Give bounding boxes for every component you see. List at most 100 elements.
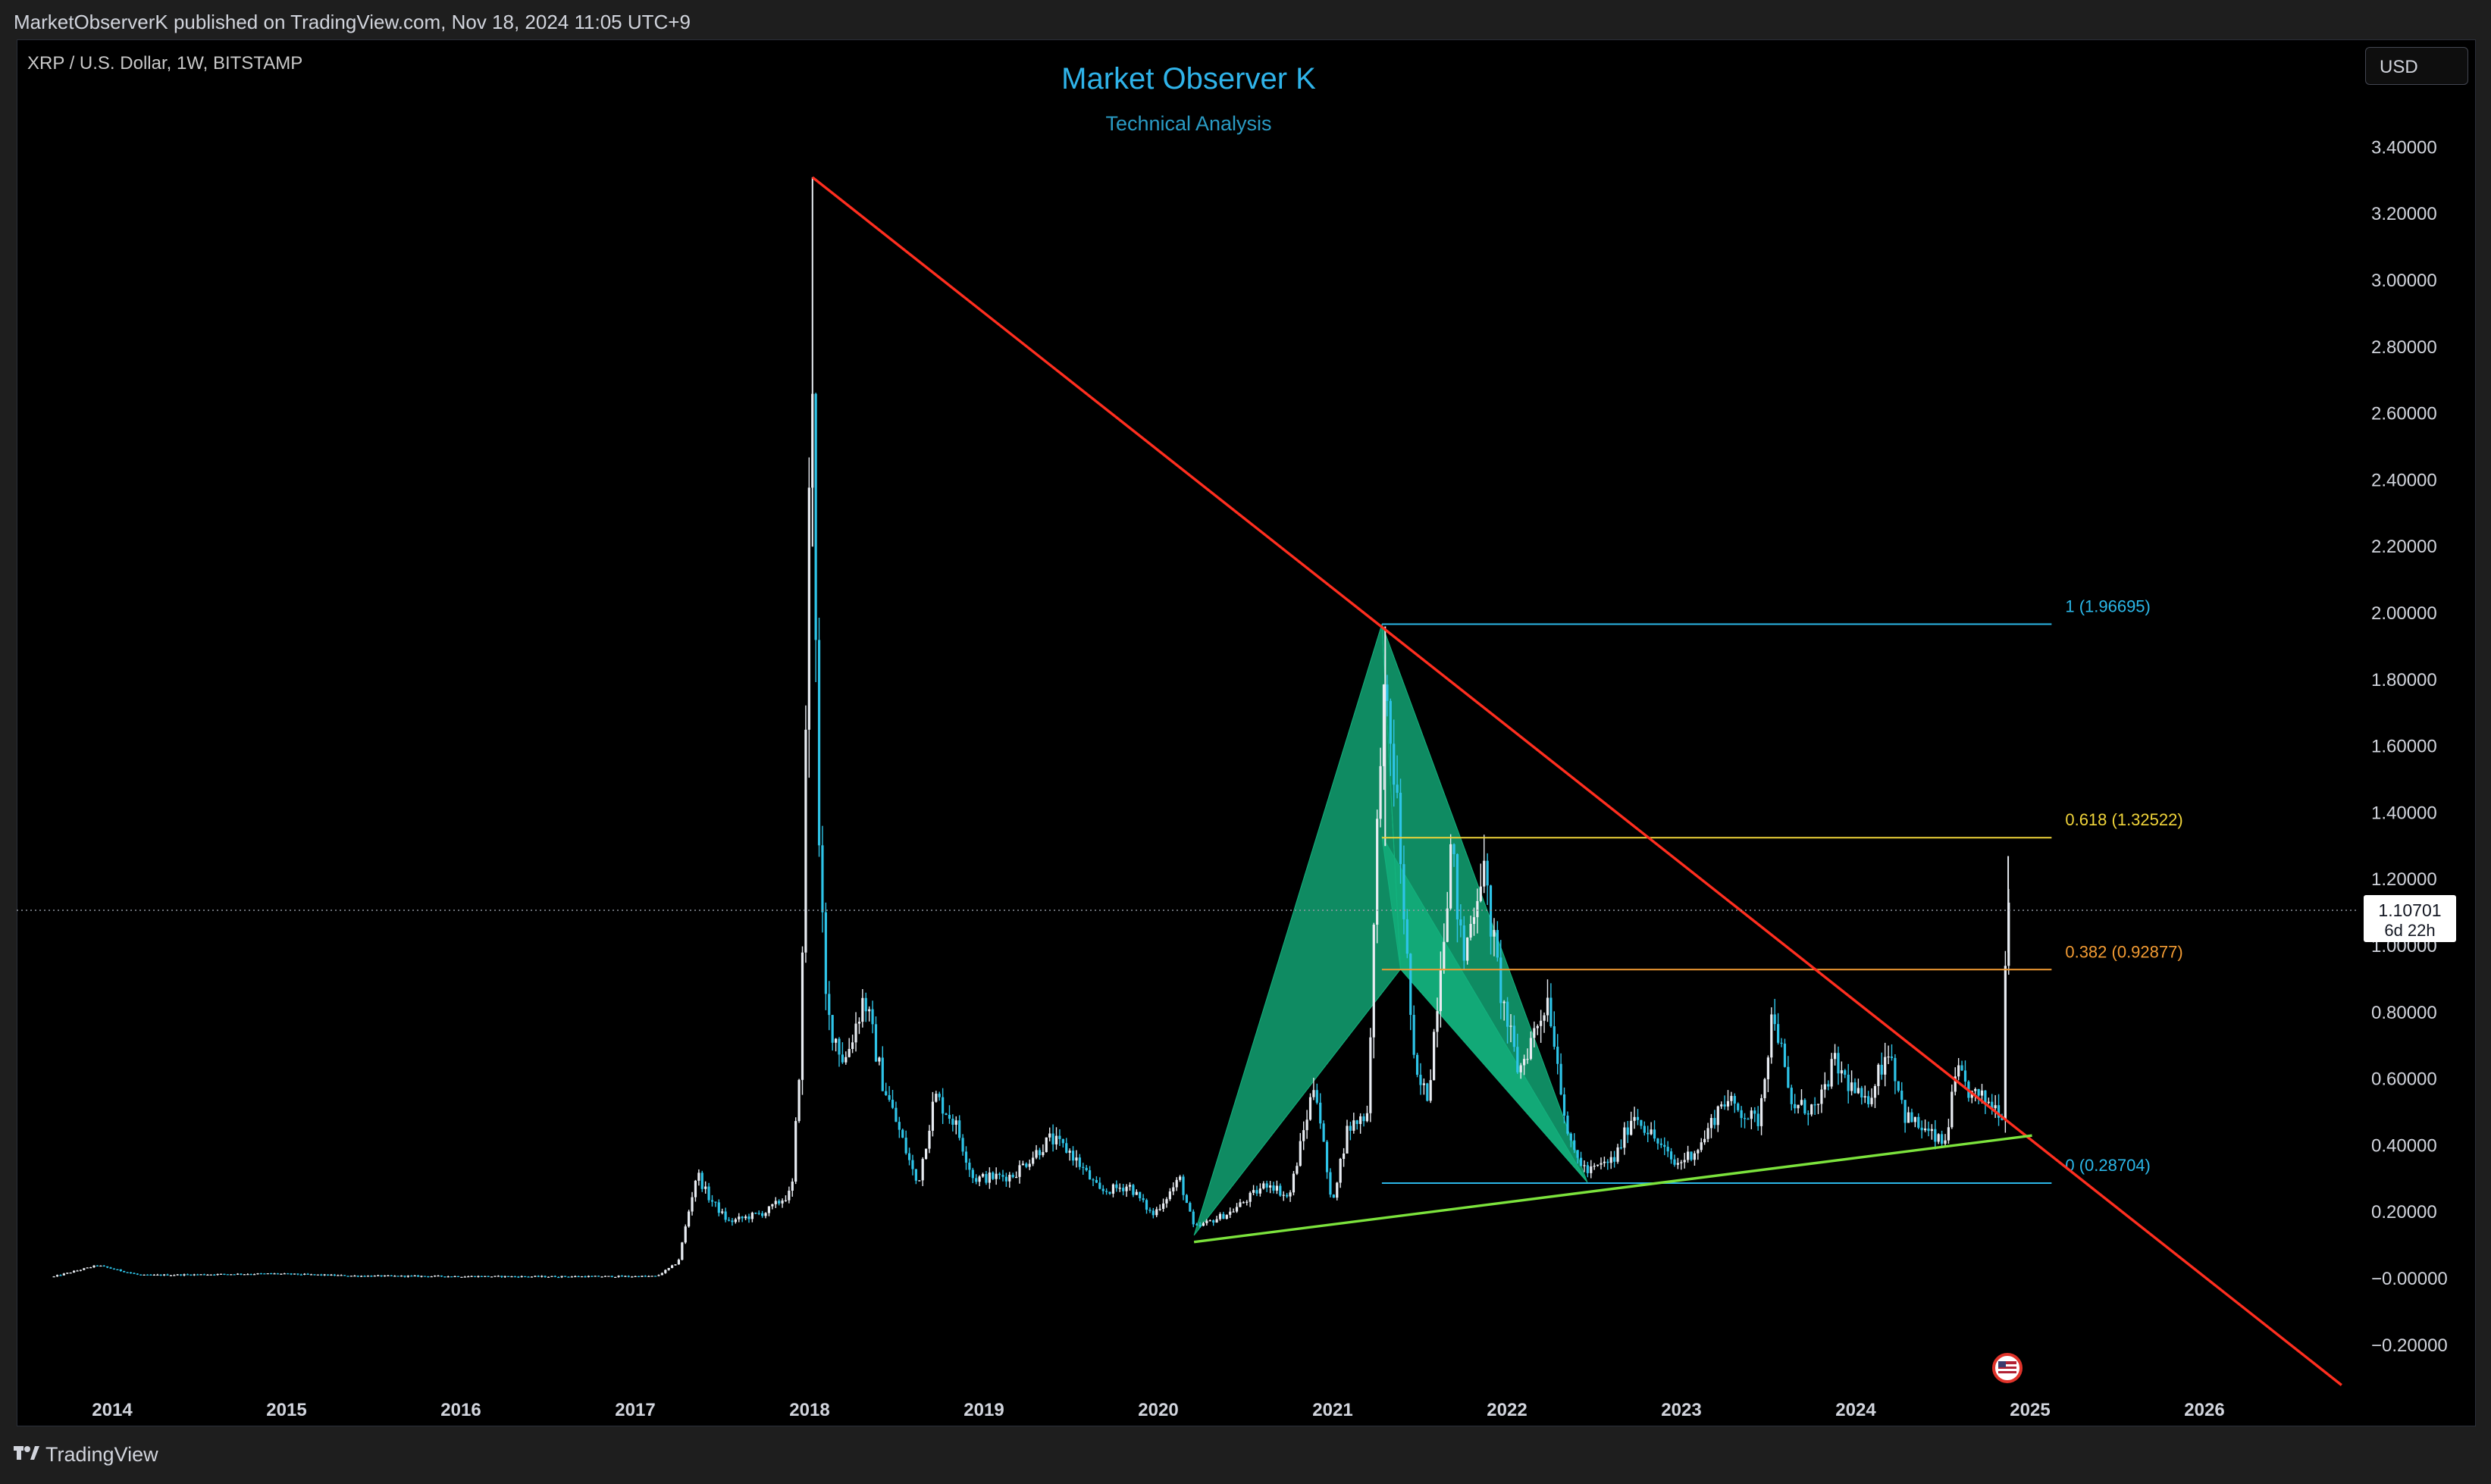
candle-body <box>1780 1042 1783 1044</box>
candle-body <box>456 1276 460 1278</box>
candle-body <box>1549 997 1553 1027</box>
candle-body <box>1579 1157 1583 1166</box>
candle-body <box>1308 1097 1312 1120</box>
candle-body <box>1493 930 1496 937</box>
chart-subtitle: Technical Analysis <box>1105 112 1272 135</box>
candle-body <box>276 1273 280 1275</box>
candle-body <box>1540 1020 1543 1026</box>
candle-body <box>1101 1188 1104 1191</box>
candle-body <box>530 1276 534 1278</box>
candle-body <box>1172 1187 1175 1191</box>
candle-body <box>727 1219 731 1221</box>
candle-body <box>1246 1201 1249 1203</box>
candle-body <box>1957 1065 1960 1077</box>
candle-body <box>1923 1129 1927 1131</box>
candle-body <box>1650 1129 1653 1135</box>
candle-body <box>1476 900 1479 918</box>
candle-body <box>1469 924 1472 938</box>
candle-body <box>1429 1080 1432 1101</box>
candle-body <box>86 1267 89 1269</box>
candle-body <box>1155 1209 1158 1216</box>
candle-body <box>1697 1150 1700 1154</box>
candle-body <box>1897 1081 1900 1091</box>
candle-body <box>62 1273 65 1276</box>
candle-body <box>1997 1105 2001 1118</box>
candle-body <box>714 1201 717 1203</box>
candle-body <box>1860 1088 1863 1097</box>
candle-body <box>1700 1142 1703 1151</box>
candle-body <box>1365 1113 1369 1122</box>
candle-body <box>1198 1225 1202 1226</box>
candle-body <box>540 1276 544 1277</box>
currency-button[interactable]: USD <box>2365 47 2468 85</box>
candle-body <box>2004 966 2007 1120</box>
candle-body <box>1773 1014 1776 1025</box>
us-flag-icon[interactable] <box>1992 1353 2023 1383</box>
candle-body <box>1870 1097 1873 1104</box>
candle-body <box>1873 1085 1877 1098</box>
candle-body <box>1279 1185 1282 1196</box>
candle-body <box>1205 1220 1208 1223</box>
candle-body <box>681 1242 684 1260</box>
candle-body <box>881 1057 884 1091</box>
candle-body <box>1058 1135 1061 1139</box>
candle-body <box>838 1038 841 1055</box>
candle-body <box>83 1268 86 1270</box>
candle-body <box>1663 1144 1666 1147</box>
candle-body <box>1386 684 1389 701</box>
candle-body <box>463 1276 466 1278</box>
candle-body <box>1088 1170 1092 1180</box>
candle-body <box>1810 1104 1813 1115</box>
candle-body <box>1977 1088 1980 1096</box>
candle-body <box>1299 1141 1302 1166</box>
downtrend-line[interactable] <box>811 176 2342 1386</box>
candle-body <box>403 1276 406 1277</box>
fib-level-label: 0 (0.28704) <box>2065 1156 2151 1175</box>
tradingview-logo-icon <box>14 1443 39 1467</box>
candle-body <box>854 1023 857 1043</box>
candle-body <box>1139 1191 1142 1198</box>
y-tick-label: 2.20000 <box>2371 537 2437 557</box>
candle-body <box>741 1216 744 1219</box>
candle-body <box>817 640 821 846</box>
candle-body <box>724 1211 727 1220</box>
candle-body <box>1282 1194 1285 1196</box>
candle-body <box>1640 1119 1643 1126</box>
chart-pane[interactable] <box>17 39 2476 1426</box>
candle-body <box>152 1274 155 1276</box>
candle-body <box>1753 1110 1756 1114</box>
candle-body <box>1553 1026 1556 1047</box>
y-tick-label: 1.60000 <box>2371 737 2437 757</box>
candle-body <box>1289 1192 1292 1197</box>
candle-body <box>287 1273 290 1275</box>
candle-body <box>1880 1064 1883 1075</box>
candle-body <box>1004 1176 1007 1182</box>
candle-body <box>236 1273 240 1275</box>
tradingview-logo[interactable]: TradingView <box>14 1443 158 1467</box>
candle-body <box>430 1276 433 1278</box>
candle-body <box>89 1267 92 1269</box>
candle-body <box>1974 1088 1977 1091</box>
candle-body <box>677 1260 681 1265</box>
candle-body <box>1242 1202 1245 1204</box>
candle-body <box>914 1169 917 1181</box>
candle-body <box>1265 1183 1268 1188</box>
candle-body <box>995 1173 998 1179</box>
uptrend-line[interactable] <box>1193 1134 2032 1244</box>
candle-body <box>580 1276 584 1278</box>
candle-body <box>1740 1110 1743 1119</box>
candle-body <box>219 1273 223 1275</box>
candle-body <box>764 1213 767 1216</box>
candle-body <box>1927 1129 1930 1132</box>
pattern-bcd-triangle <box>1381 835 1588 1183</box>
candle-body <box>868 1009 871 1012</box>
candle-body <box>520 1276 523 1278</box>
candle-body <box>971 1169 974 1179</box>
candle-body <box>978 1176 981 1182</box>
candle-body <box>918 1180 921 1182</box>
candle-body <box>119 1269 122 1272</box>
y-tick-label: 0.80000 <box>2371 1003 2437 1023</box>
candle-body <box>446 1276 450 1278</box>
